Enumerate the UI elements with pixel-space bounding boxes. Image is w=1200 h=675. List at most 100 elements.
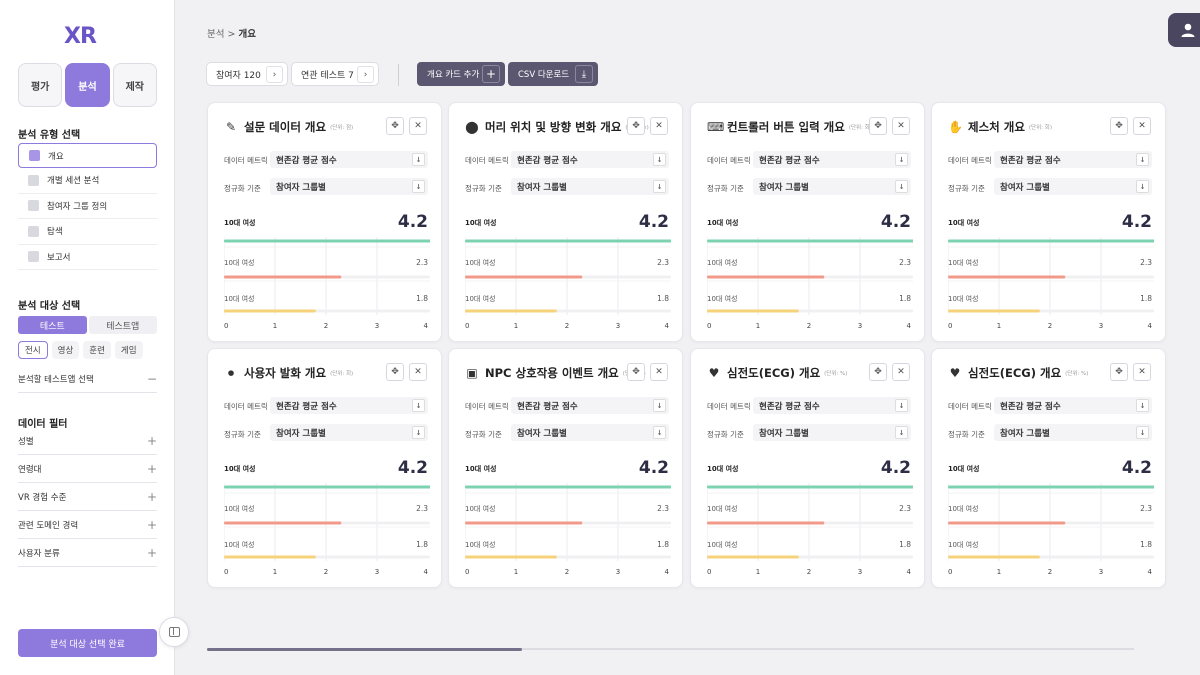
normalization-select[interactable]: 참여자 그룹별 ↓ (753, 178, 911, 195)
normalization-value: 참여자 그룹별 (759, 428, 809, 439)
sidebar-collapse-button[interactable] (159, 617, 189, 647)
target-segment-option[interactable]: 테스트 (18, 316, 87, 334)
close-card-button[interactable]: ✕ (650, 117, 668, 135)
metric-value: 현존감 평균 점수 (276, 155, 337, 166)
analysis-type-icon (28, 225, 39, 237)
normalization-label: 정규화 기준 (948, 430, 985, 439)
metric-select[interactable]: 현존감 평균 점수 ↓ (511, 151, 669, 168)
card-title: 심전도(ECG) 개요 (968, 366, 1062, 380)
mode-tab[interactable]: 분석 (65, 63, 110, 107)
expand-icon[interactable]: + (146, 434, 157, 448)
metric-value: 현존감 평균 점수 (517, 155, 578, 166)
move-card-button[interactable]: ✥ (627, 117, 645, 135)
card-header: ✎ 설문 데이터 개요 (단위: 점) (224, 119, 353, 135)
move-card-button[interactable]: ✥ (1110, 363, 1128, 381)
breadcrumb-parent[interactable]: 분석 (207, 29, 225, 40)
bar-value-label: 1.8 (1140, 294, 1152, 303)
move-card-button[interactable]: ✥ (869, 363, 887, 381)
horizontal-bar-chart: 10대 여성 4.2 10대 여성 2.3 10대 여성 1.8 0 1 2 3 4 (224, 458, 430, 576)
expand-icon[interactable]: + (146, 546, 157, 560)
filter-row[interactable]: 관련 도메인 경력 + (18, 518, 157, 539)
analysis-type-item[interactable]: 보고서 (18, 245, 157, 270)
normalization-select[interactable]: 참여자 그룹별 ↓ (753, 424, 911, 441)
mode-tab[interactable]: 평가 (18, 63, 63, 107)
csv-download-button[interactable]: CSV 다운로드 ⤓ (508, 62, 598, 86)
collapse-icon[interactable]: − (146, 372, 157, 386)
card-unit: (단위: %) (824, 371, 848, 377)
expand-icon[interactable]: + (146, 462, 157, 476)
target-segment: 테스트 테스트앱 (18, 316, 157, 334)
chevron-down-icon: ↓ (412, 399, 425, 412)
filter-row[interactable]: 연령대 + (18, 462, 157, 483)
normalization-select[interactable]: 참여자 그룹별 ↓ (511, 424, 669, 441)
x-tick-label: 3 (616, 568, 620, 576)
move-card-button[interactable]: ✥ (869, 117, 887, 135)
filter-row[interactable]: 사용자 분류 + (18, 546, 157, 567)
analysis-type-item[interactable]: 참여자 그룹 정의 (18, 194, 157, 219)
target-chip[interactable]: 전시 (18, 341, 48, 359)
expand-icon[interactable]: + (146, 518, 157, 532)
normalization-select[interactable]: 참여자 그룹별 ↓ (270, 178, 428, 195)
bar-value-label: 2.3 (899, 258, 911, 267)
close-card-button[interactable]: ✕ (892, 363, 910, 381)
bar-category-label: 10대 여성 (224, 504, 254, 513)
metric-select[interactable]: 현존감 평균 점수 ↓ (511, 397, 669, 414)
metric-select[interactable]: 현존감 평균 점수 ↓ (753, 397, 911, 414)
bar (948, 309, 1040, 313)
filter-row[interactable]: 성별 + (18, 434, 157, 455)
close-card-button[interactable]: ✕ (892, 117, 910, 135)
horizontal-bar-chart: 10대 여성 4.2 10대 여성 2.3 10대 여성 1.8 0 1 2 3 4 (224, 212, 430, 330)
close-card-button[interactable]: ✕ (409, 117, 427, 135)
sidebar: XR 평가 분석 제작 분석 유형 선택 개요 개별 세션 분석 참여자 그룹 정의 탐색… (0, 0, 175, 675)
x-tick-label: 1 (273, 568, 277, 576)
bar-value-label: 4.2 (639, 458, 669, 478)
move-card-button[interactable]: ✥ (1110, 117, 1128, 135)
metric-select[interactable]: 현존감 평균 점수 ↓ (994, 151, 1152, 168)
move-card-button[interactable]: ✥ (386, 117, 404, 135)
user-icon (1181, 23, 1195, 37)
analysis-type-label: 개요 (48, 151, 64, 162)
filter-row[interactable]: VR 경험 수준 + (18, 490, 157, 511)
move-card-button[interactable]: ✥ (627, 363, 645, 381)
metric-select[interactable]: 현존감 평균 점수 ↓ (753, 151, 911, 168)
close-card-button[interactable]: ✕ (650, 363, 668, 381)
horizontal-bar-chart: 10대 여성 4.2 10대 여성 2.3 10대 여성 1.8 0 1 2 3 4 (948, 212, 1154, 330)
related-tests-pill[interactable]: 연관 테스트 7 › (291, 62, 379, 86)
analysis-type-item[interactable]: 탐색 (18, 219, 157, 245)
target-chip[interactable]: 영상 (51, 341, 80, 359)
metric-select[interactable]: 현존감 평균 점수 ↓ (270, 151, 428, 168)
finish-target-selection-button[interactable]: 분석 대상 선택 완료 (18, 629, 157, 657)
close-card-button[interactable]: ✕ (1133, 363, 1151, 381)
scrollbar-thumb[interactable] (207, 647, 522, 651)
x-tick-label: 2 (565, 322, 569, 330)
horizontal-scrollbar[interactable] (207, 647, 1134, 651)
card-title: 컨트롤러 버튼 입력 개요 (727, 120, 845, 134)
metric-select[interactable]: 현존감 평균 점수 ↓ (994, 397, 1152, 414)
mode-tab[interactable]: 제작 (112, 63, 157, 107)
x-tick-label: 2 (1048, 568, 1052, 576)
select-test-app-row[interactable]: 분석할 테스트앱 선택 − (18, 372, 157, 393)
user-avatar-button[interactable] (1168, 13, 1200, 47)
add-overview-card-button[interactable]: 개요 카드 추가 + (417, 62, 505, 86)
related-tests-label: 연관 테스트 7 (301, 70, 354, 81)
participants-pill[interactable]: 참여자 120 › (206, 62, 288, 86)
overview-card: ♥ 심전도(ECG) 개요 (단위: %) ✥ ✕ 데이터 메트릭 현존감 평균 점수 ↓ 정규… (931, 348, 1166, 588)
target-chip[interactable]: 게임 (114, 341, 143, 359)
normalization-select[interactable]: 참여자 그룹별 ↓ (270, 424, 428, 441)
metric-value: 현존감 평균 점수 (759, 401, 820, 412)
target-chip[interactable]: 훈련 (83, 341, 111, 359)
target-segment-option[interactable]: 테스트앱 (88, 316, 157, 334)
normalization-select[interactable]: 참여자 그룹별 ↓ (994, 178, 1152, 195)
analysis-type-item[interactable]: 개별 세션 분석 (18, 168, 157, 194)
analysis-type-item[interactable]: 개요 (18, 143, 157, 168)
bar-category-label: 10대 여성 (224, 540, 254, 549)
expand-icon[interactable]: + (146, 490, 157, 504)
normalization-select[interactable]: 참여자 그룹별 ↓ (994, 424, 1152, 441)
close-card-button[interactable]: ✕ (409, 363, 427, 381)
move-card-button[interactable]: ✥ (386, 363, 404, 381)
close-card-button[interactable]: ✕ (1133, 117, 1151, 135)
card-type-icon: ⬤ (465, 120, 479, 134)
metric-select[interactable]: 현존감 평균 점수 ↓ (270, 397, 428, 414)
normalization-select[interactable]: 참여자 그룹별 ↓ (511, 178, 669, 195)
overview-card: ♥ 심전도(ECG) 개요 (단위: %) ✥ ✕ 데이터 메트릭 현존감 평균 점수 ↓ 정규… (690, 348, 925, 588)
